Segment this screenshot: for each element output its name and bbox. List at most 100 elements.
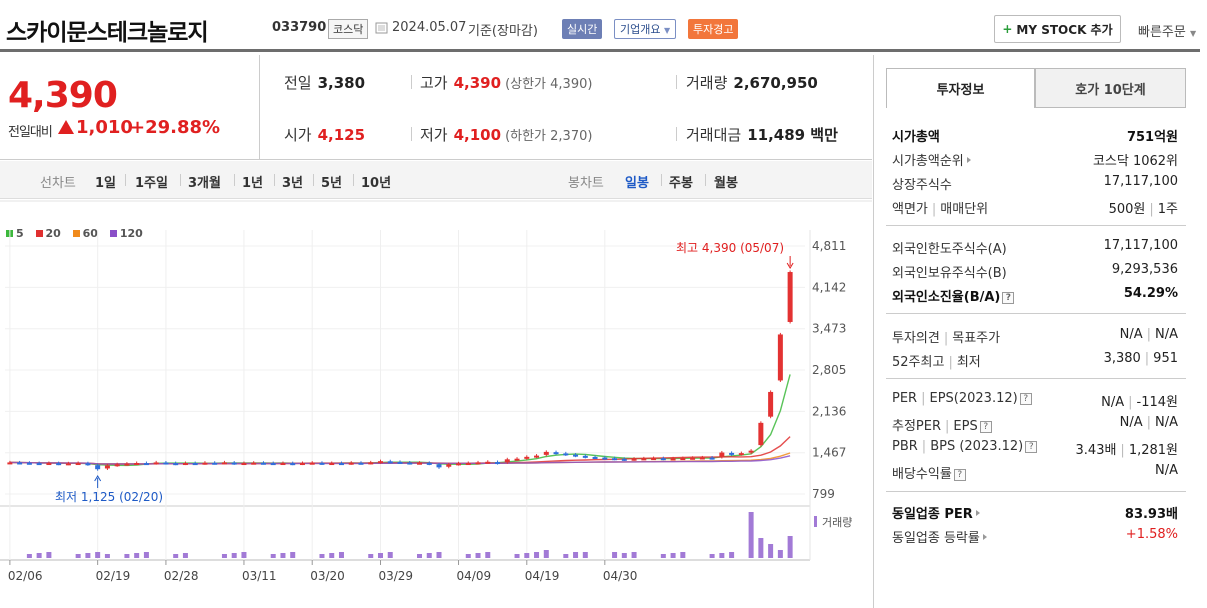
legend-ma20-label: 20 <box>45 227 61 240</box>
period-3m[interactable]: 3개월 <box>188 176 221 191</box>
chevron-right-icon <box>982 534 987 540</box>
low-value: 4,100 <box>453 126 502 144</box>
volume-bar <box>173 554 179 558</box>
company-name: 스카이문스테크놀로지 <box>6 20 209 46</box>
panel-divider <box>873 55 874 608</box>
help-icon[interactable]: ? <box>1025 441 1038 453</box>
row-sector-per[interactable]: 동일업종 PER 83.93배 <box>886 499 1186 523</box>
help-icon[interactable]: ? <box>979 421 992 433</box>
period-10y[interactable]: 10년 <box>361 176 392 191</box>
divider <box>705 174 706 186</box>
volume-bar <box>329 553 335 558</box>
divider <box>125 174 126 186</box>
chevron-down-icon: ▼ <box>663 26 671 35</box>
volume-legend-swatch <box>814 516 817 527</box>
candle-monthly[interactable]: 월봉 <box>714 176 738 191</box>
low-price: 저가 4,100 (하한가 2,370) <box>420 124 592 145</box>
candle <box>592 456 598 459</box>
volume-bar <box>621 553 627 558</box>
x-tick-label: 04/09 <box>457 569 492 583</box>
add-mystock-button[interactable]: + MY STOCK 추가 <box>994 15 1121 43</box>
row-per: PER | EPS(2023.12)? N/A | -114원 <box>886 387 1186 411</box>
row-foreign-ratio: 외국인소진율(B/A)? 54.29% <box>886 282 1186 306</box>
volume-bar <box>660 554 666 558</box>
w52-label: 52주최고 | 최저 <box>892 355 981 370</box>
volume-bar <box>670 553 676 558</box>
row-52week: 52주최고 | 최저 3,380 | 951 <box>886 347 1186 371</box>
candle <box>309 462 315 465</box>
plus-icon: + <box>1002 22 1013 36</box>
volume-bar <box>368 554 374 558</box>
x-tick-label: 04/30 <box>603 569 638 583</box>
volume-bar <box>758 538 764 558</box>
candle <box>670 458 676 461</box>
period-1w[interactable]: 1주일 <box>135 176 168 191</box>
candle <box>95 465 101 470</box>
low-arrow-icon <box>94 475 102 482</box>
legend-ma120: 120 <box>109 227 143 240</box>
candle <box>768 391 774 417</box>
period-5y[interactable]: 5년 <box>321 176 343 191</box>
x-tick-label: 04/19 <box>525 569 560 583</box>
volume-bar <box>514 554 520 558</box>
candle-daily[interactable]: 일봉 <box>625 176 649 191</box>
market-badge: 코스닥 <box>328 19 369 39</box>
chart-canvas[interactable]: 4,811 4,142 3,473 2,805 2,136 1,467 799 02/06 02… <box>0 200 872 608</box>
tab-invest-info[interactable]: 투자정보 <box>886 68 1035 108</box>
divider <box>353 174 354 186</box>
candle <box>495 462 501 465</box>
period-1d[interactable]: 1일 <box>95 176 117 191</box>
candle <box>104 465 110 469</box>
candle <box>7 462 13 465</box>
divider <box>661 174 662 186</box>
candle <box>26 462 32 465</box>
volume-bar <box>46 552 52 558</box>
candle <box>436 464 442 468</box>
candle <box>748 450 754 453</box>
candle-weekly[interactable]: 주봉 <box>669 176 693 191</box>
tab-hoga[interactable]: 호가 10단계 <box>1035 68 1186 108</box>
candle <box>46 463 52 466</box>
realtime-button[interactable]: 실시간 <box>562 19 603 39</box>
prev-close: 전일 3,380 <box>284 72 365 93</box>
investment-info-panel: 투자정보 호가 10단계 시가총액 751억원 시가총액순위 코스닥 1062위 상… <box>886 68 1186 608</box>
volume-bar <box>36 553 42 558</box>
prev-close-value: 3,380 <box>317 74 366 92</box>
divider <box>313 174 314 186</box>
volume-bar <box>182 553 188 558</box>
chart-legend: 5 20 60 120 <box>6 227 151 240</box>
candle <box>690 457 696 460</box>
price-chart: 5 20 60 120 4,811 4,142 3,473 2,805 2,136 1,4… <box>0 200 872 608</box>
quick-order-dropdown[interactable]: 빠른주문 ▼ <box>1138 21 1196 40</box>
volume-bar <box>95 552 101 558</box>
shares-label: 상장주식수 <box>892 178 952 193</box>
volume-bar <box>417 554 423 558</box>
row-sector-rate[interactable]: 동일업종 등락률 +1.58% <box>886 523 1186 547</box>
open-value: 4,125 <box>317 126 366 144</box>
row-foreign-hold: 외국인보유주식수(B) 9,293,536 <box>886 258 1186 282</box>
y-tick-label: 4,142 <box>812 280 846 294</box>
volume-bar <box>104 554 110 558</box>
period-3y[interactable]: 3년 <box>282 176 304 191</box>
investment-warning-badge[interactable]: 투자경고 <box>688 19 739 39</box>
volume-bar <box>680 552 686 558</box>
volume-bar <box>631 552 637 558</box>
candle <box>485 461 491 464</box>
candle <box>465 463 471 466</box>
candle <box>680 458 686 461</box>
help-icon[interactable]: ? <box>1002 292 1015 304</box>
candle <box>641 458 647 461</box>
company-overview-dropdown[interactable]: 기업개요 ▼ <box>614 19 677 39</box>
divider <box>886 225 1186 226</box>
row-market-cap-rank[interactable]: 시가총액순위 코스닥 1062위 <box>886 146 1186 170</box>
candle <box>260 462 266 465</box>
candle <box>456 463 462 466</box>
candle <box>192 463 198 466</box>
help-icon[interactable]: ? <box>1019 393 1032 405</box>
high-annotation: 최고 4,390 (05/07) <box>676 241 784 255</box>
volume-bar <box>436 552 442 558</box>
period-1y[interactable]: 1년 <box>242 176 264 191</box>
y-tick-label: 1,467 <box>812 446 846 460</box>
help-icon[interactable]: ? <box>953 469 966 481</box>
candle <box>524 456 530 459</box>
